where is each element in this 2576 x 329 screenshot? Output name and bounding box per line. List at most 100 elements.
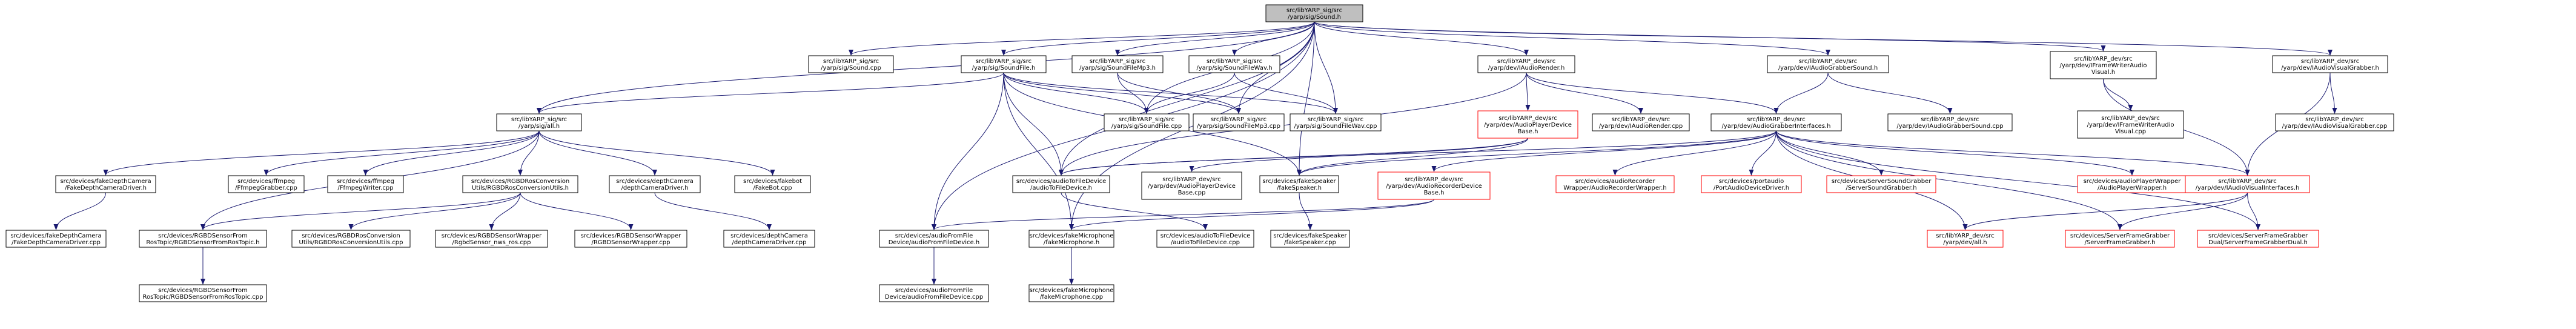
edge-soundfilewav_h-to-soundfilewav_cpp bbox=[1234, 72, 1338, 114]
node-audiorecorderwrapper_h[interactable]: src/devices/audioRecorderWrapper/AudioRe… bbox=[1555, 175, 1675, 193]
node-iaudiovisualgrabber_cpp[interactable]: src/libYARP_dev/src/yarp/dev/IAudioVisua… bbox=[2275, 113, 2394, 131]
node-iframewriteraudiovisual_h[interactable]: src/libYARP_dev/src/yarp/dev/IFrameWrite… bbox=[2050, 51, 2157, 79]
node-rgbdsensorwrapper_cpp[interactable]: src/devices/RGBDSensorWrapper/RGBDSensor… bbox=[574, 230, 687, 248]
node-fakedepthcameradriver_h[interactable]: src/devices/fakeDepthCamera/FakeDepthCam… bbox=[55, 175, 156, 193]
node-label-line: src/devices/audioToFileDevice bbox=[1016, 178, 1107, 185]
node-label-line: src/libYARP_sig/src bbox=[1207, 58, 1262, 65]
node-rgbdrosconversionutils_cpp[interactable]: src/devices/RGBDRosConversionUtils/RGBDR… bbox=[291, 230, 411, 248]
edge-iaudiorender_h-to-iaudiorender_cpp bbox=[1526, 72, 1643, 114]
node-iaudiovisualinterfaces_h[interactable]: src/libYARP_dev/src/yarp/dev/IAudioVisua… bbox=[2185, 175, 2310, 193]
edge-root-to-iaudiograbbersound_h bbox=[1314, 21, 1830, 56]
node-audiograbberinterfaces_h[interactable]: src/libYARP_dev/src/yarp/dev/AudioGrabbe… bbox=[1710, 113, 1842, 131]
node-box bbox=[1701, 175, 1802, 193]
node-fakebot_cpp[interactable]: src/devices/fakebot/FakeBot.cpp bbox=[734, 175, 811, 193]
node-label-line: src/libYARP_dev/src bbox=[2301, 58, 2359, 65]
edge-audiograbberinterfaces_h-to-audioplayerwrapper_h bbox=[1776, 130, 2134, 176]
node-soundfilemp3_cpp[interactable]: src/libYARP_sig/src/yarp/sig/SoundFileMp… bbox=[1193, 113, 1285, 131]
edge-audiograbberinterfaces_h-to-audiotofiledevice_h bbox=[1059, 130, 1776, 176]
node-audioplayerdevicebase_cpp[interactable]: src/libYARP_dev/src/yarp/dev/AudioPlayer… bbox=[1141, 171, 1242, 200]
node-iaudiorender_h[interactable]: src/libYARP_dev/src/yarp/dev/IAudioRende… bbox=[1477, 55, 1575, 73]
node-fakemicrophone_h[interactable]: src/devices/fakeMicrophone/fakeMicrophon… bbox=[1028, 230, 1114, 248]
edge-rgbdrosconversionutils_h-to-rgbdsensorfromrostopic_h bbox=[200, 192, 521, 230]
node-iaudiorender_cpp[interactable]: src/libYARP_dev/src/yarp/dev/IAudioRende… bbox=[1592, 113, 1690, 131]
node-label-line: /yarp/sig/all.h bbox=[518, 123, 560, 130]
edge-soundfile_h-to-soundfilewav_cpp bbox=[1003, 72, 1338, 114]
node-fakespeaker_cpp[interactable]: src/devices/fakeSpeaker/fakeSpeaker.cpp bbox=[1270, 230, 1350, 248]
node-iaudiograbbersound_cpp[interactable]: src/libYARP_dev/src/yarp/dev/IAudioGrabb… bbox=[1887, 113, 2013, 131]
node-iframewriteraudiovisual_cpp[interactable]: src/libYARP_dev/src/yarp/dev/IFrameWrite… bbox=[2077, 110, 2184, 139]
node-label-line: src/libYARP_sig/src bbox=[1308, 116, 1363, 123]
node-label-line: /RgbdSensor_nws_ros.cpp bbox=[452, 239, 531, 246]
node-rgbdrosconversionutils_h[interactable]: src/devices/RGBDRosConversionUtils/RGBDR… bbox=[462, 175, 578, 193]
node-label-line: src/libYARP_dev/src bbox=[2218, 178, 2276, 185]
node-soundfile_h[interactable]: src/libYARP_sig/src/yarp/sig/SoundFile.h bbox=[961, 55, 1047, 73]
node-audioplayerdevicebase_h[interactable]: src/libYARP_dev/src/yarp/dev/AudioPlayer… bbox=[1477, 110, 1578, 139]
node-box bbox=[609, 175, 701, 193]
edge-audiorecorderdevicebase_h-to-fakemicrophone_h bbox=[1069, 199, 1434, 230]
node-soundfilewav_cpp[interactable]: src/libYARP_sig/src/yarp/sig/SoundFileWa… bbox=[1290, 113, 1382, 131]
edge-rgbdrosconversionutils_h-to-rgbdsensor_nws_ros_cpp bbox=[489, 192, 521, 230]
node-portaudiodevicedriver_h[interactable]: src/devices/portaudio/PortAudioDeviceDri… bbox=[1701, 175, 1802, 193]
node-audiofromfiledevice_cpp[interactable]: src/devices/audioFromFileDevice/audioFro… bbox=[879, 284, 989, 302]
node-rgbdsensor_nws_ros_cpp[interactable]: src/devices/RGBDSensorWrapper/RgbdSensor… bbox=[435, 230, 548, 248]
node-box bbox=[1927, 230, 2004, 248]
node-ffmpeggrabber_cpp[interactable]: src/devices/ffmpeg/FfmpegGrabber.cpp bbox=[228, 175, 305, 193]
node-label-line: /yarp/dev/IAudioGrabberSound.h bbox=[1778, 65, 1878, 71]
node-label-line: /fakeMicrophone.h bbox=[1044, 239, 1099, 246]
node-iaudiograbbersound_h[interactable]: src/libYARP_dev/src/yarp/dev/IAudioGrabb… bbox=[1767, 55, 1889, 73]
node-label-line: /RGBDSensorWrapper.cpp bbox=[592, 239, 670, 246]
node-dev_all_h[interactable]: src/libYARP_dev/src/yarp/dev/all.h bbox=[1927, 230, 2004, 248]
node-root[interactable]: src/libYARP_sig/src/yarp/sig/Sound.h bbox=[1265, 4, 1363, 22]
node-box bbox=[1270, 230, 1350, 248]
node-fakedepthcameradriver_cpp[interactable]: src/devices/fakeDepthCamera/FakeDepthCam… bbox=[5, 230, 107, 248]
node-rgbdsensorfromrostopic_cpp[interactable]: src/devices/RGBDSensorFromRosTopic/RGBDS… bbox=[139, 284, 267, 302]
node-depthcameradriver_h[interactable]: src/devices/depthCamera/depthCameraDrive… bbox=[609, 175, 701, 193]
node-box bbox=[1193, 113, 1285, 131]
node-box bbox=[879, 230, 989, 248]
node-soundfilemp3_h[interactable]: src/libYARP_sig/src/yarp/sig/SoundFileMp… bbox=[1071, 55, 1164, 73]
node-box bbox=[574, 230, 687, 248]
node-audiotofiledevice_cpp[interactable]: src/devices/audioToFileDevice/audioToFil… bbox=[1156, 230, 1254, 248]
node-fakespeaker_h[interactable]: src/devices/fakeSpeaker/fakeSpeaker.h bbox=[1259, 175, 1339, 193]
edge-audiograbberinterfaces_h-to-portaudiodevicedriver_h bbox=[1749, 130, 1776, 176]
node-label-line: src/libYARP_dev/src bbox=[1498, 115, 1557, 122]
node-iaudiovisualgrabber_h[interactable]: src/libYARP_dev/src/yarp/dev/IAudioVisua… bbox=[2272, 55, 2388, 73]
edge-sig_all_h-to-ffmpeggrabber_cpp bbox=[263, 130, 540, 176]
node-label-line: src/libYARP_sig/src bbox=[511, 116, 567, 123]
edge-iaudiovisualinterfaces_h-to-dev_all_h bbox=[1962, 192, 2248, 230]
node-sig_all_h[interactable]: src/libYARP_sig/src/yarp/sig/all.h bbox=[496, 113, 582, 131]
node-ffmpegwriter_cpp[interactable]: src/devices/ffmpeg/FfmpegWriter.cpp bbox=[327, 175, 404, 193]
node-serverframegrabberdual_h[interactable]: src/devices/ServerFrameGrabberDual/Serve… bbox=[2197, 230, 2319, 248]
edge-audioplayerdevicebase_h-to-audiotofiledevice_h bbox=[1059, 138, 1528, 176]
edge-rgbdrosconversionutils_h-to-rgbdsensorwrapper_cpp bbox=[520, 192, 634, 230]
node-box bbox=[1071, 55, 1164, 73]
node-box bbox=[1265, 4, 1363, 22]
node-label-line: /yarp/sig/SoundFile.h bbox=[972, 65, 1036, 71]
node-fakemicrophone_cpp[interactable]: src/devices/fakeMicrophone/fakeMicrophon… bbox=[1028, 284, 1114, 302]
node-soundfilewav_h[interactable]: src/libYARP_sig/src/yarp/sig/SoundFileWa… bbox=[1188, 55, 1280, 73]
node-label-line: src/devices/fakeMicrophone bbox=[1030, 287, 1114, 294]
edge-sig_all_h-to-rgbdrosconversionutils_h bbox=[518, 130, 540, 176]
node-label-line: src/libYARP_dev/src bbox=[1936, 233, 1994, 239]
node-box bbox=[55, 175, 156, 193]
node-rgbdsensorfromrostopic_h[interactable]: src/devices/RGBDSensorFromRosTopic/RGBDS… bbox=[139, 230, 267, 248]
node-label-line: /FakeBot.cpp bbox=[753, 185, 792, 191]
node-label-line: src/devices/audioToFileDevice bbox=[1161, 233, 1251, 239]
node-serversoundgrabber_h[interactable]: src/devices/ServerSoundGrabber/ServerSou… bbox=[1826, 175, 1936, 193]
node-audiotofiledevice_h[interactable]: src/devices/audioToFileDevice/audioToFil… bbox=[1012, 175, 1110, 193]
edge-soundfilemp3_h-to-soundfilemp3_cpp bbox=[1117, 72, 1241, 114]
edge-audiograbberinterfaces_h-to-iaudiovisualinterfaces_h bbox=[1776, 130, 2250, 176]
node-depthcameradriver_cpp[interactable]: src/devices/depthCamera/depthCameraDrive… bbox=[723, 230, 815, 248]
node-sound_cpp[interactable]: src/libYARP_sig/src/yarp/sig/Sound.cpp bbox=[808, 55, 894, 73]
node-audioplayerwrapper_h[interactable]: src/devices/audioPlayerWrapper/AudioPlay… bbox=[2077, 175, 2187, 193]
node-audiorecorderdevicebase_h[interactable]: src/libYARP_dev/src/yarp/dev/AudioRecord… bbox=[1377, 171, 1491, 200]
node-box bbox=[1710, 113, 1842, 131]
node-soundfile_cpp[interactable]: src/libYARP_sig/src/yarp/sig/SoundFile.c… bbox=[1104, 113, 1190, 131]
node-label-line: /yarp/sig/Sound.h bbox=[1288, 14, 1341, 21]
node-label-line: /depthCameraDriver.h bbox=[621, 185, 688, 191]
node-label-line: src/libYARP_dev/src bbox=[1162, 176, 1220, 183]
node-audiofromfiledevice_h[interactable]: src/devices/audioFromFileDevice/audioFro… bbox=[879, 230, 989, 248]
node-serverframegrabber_h[interactable]: src/devices/ServerFrameGrabber/ServerFra… bbox=[2065, 230, 2175, 248]
node-box bbox=[1592, 113, 1690, 131]
node-label-line: src/devices/RGBDSensorWrapper bbox=[442, 233, 542, 239]
